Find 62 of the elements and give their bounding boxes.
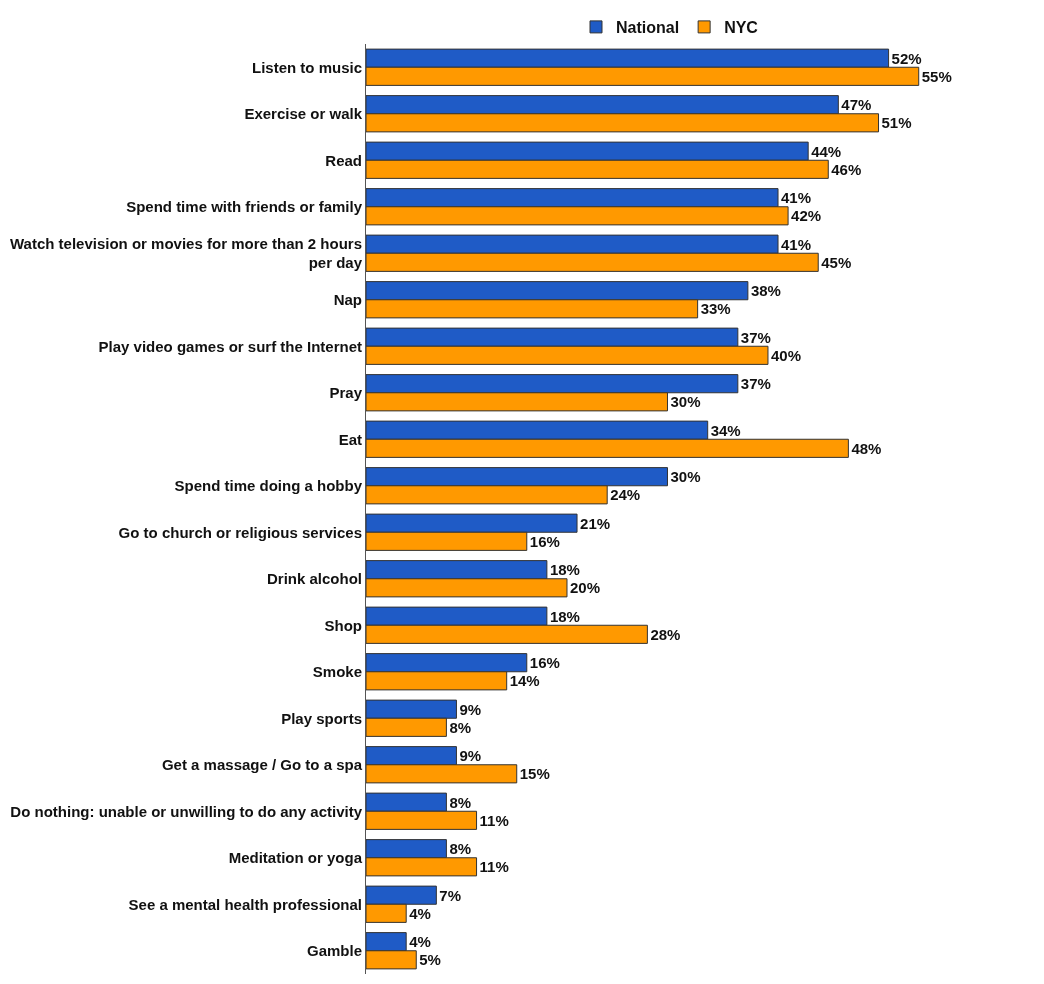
data-label: 16% [529, 532, 560, 550]
y-tick-label: Go to church or religious services [118, 523, 362, 541]
y-tick-label: Eat [338, 430, 362, 448]
data-label: 4% [409, 933, 431, 951]
data-label: 30% [670, 468, 701, 486]
y-tick-label: Gamble [306, 942, 362, 959]
data-label: 55% [921, 67, 952, 85]
data-label: 46% [831, 160, 862, 178]
y-tick-label: Exercise or walk [244, 105, 363, 122]
data-label: 16% [529, 654, 560, 672]
data-label: 8% [449, 793, 472, 811]
data-label: 52% [891, 49, 922, 67]
data-label: 18% [549, 561, 580, 579]
y-tick-label: Nap [333, 291, 362, 308]
data-label: 41% [781, 235, 812, 253]
data-label: 9% [459, 700, 482, 718]
y-tick-label: Listen to music [251, 58, 362, 76]
data-label: 34% [710, 421, 741, 439]
data-label: 20% [569, 579, 601, 597]
data-label: 11% [479, 858, 509, 876]
y-tick-label: Read [325, 151, 362, 169]
y-tick-label: Smoke [312, 663, 362, 680]
data-label: 18% [549, 607, 580, 625]
data-label: 21% [580, 514, 611, 532]
y-tick-label: Watch television or movies for more than 2 hours per day [9, 234, 363, 272]
data-label: 37% [740, 375, 771, 393]
y-tick-label: See a mental health professional [128, 895, 362, 913]
data-label: 51% [881, 114, 912, 132]
y-tick-label: Do nothing: unable or unwilling to do any activity [10, 802, 363, 820]
y-tick-label: Spend time with friends or family [126, 198, 363, 215]
data-label: 30% [670, 393, 701, 411]
data-label: 44% [811, 142, 842, 160]
data-label: 33% [700, 300, 731, 318]
data-label: 5% [419, 951, 441, 969]
y-tick-label: Shop [324, 616, 362, 634]
data-label: 4% [409, 904, 431, 922]
data-label: 24% [610, 486, 641, 504]
data-label: 45% [821, 253, 852, 271]
y-tick-label: Drink alcohol [266, 570, 362, 587]
data-label: 14% [509, 672, 540, 690]
data-label: 47% [841, 96, 872, 114]
y-tick-label: Get a massage / Go to a spa [161, 756, 363, 773]
legend-label: NYC [724, 19, 759, 37]
data-label: 8% [449, 718, 472, 736]
data-label: 8% [449, 840, 472, 858]
data-label: 38% [750, 282, 781, 300]
y-tick-label: Play sports [281, 709, 362, 727]
data-label: 11% [479, 811, 509, 829]
data-label: 41% [781, 189, 812, 207]
data-label: 9% [459, 747, 482, 765]
legend-label: National [616, 19, 680, 37]
data-label: 40% [770, 346, 802, 364]
y-tick-label: Pray [329, 384, 363, 401]
y-tick-label: Spend time doing a hobby [174, 477, 363, 494]
y-tick-label: Meditation or yoga [228, 849, 363, 866]
data-label: 37% [740, 328, 771, 346]
data-label: 42% [791, 207, 822, 225]
y-tick-label: Play video games or surf the Internet [98, 337, 362, 355]
data-label: 15% [519, 765, 550, 783]
data-label: 28% [650, 625, 681, 643]
data-label: 48% [851, 439, 882, 457]
data-label: 7% [439, 886, 462, 904]
